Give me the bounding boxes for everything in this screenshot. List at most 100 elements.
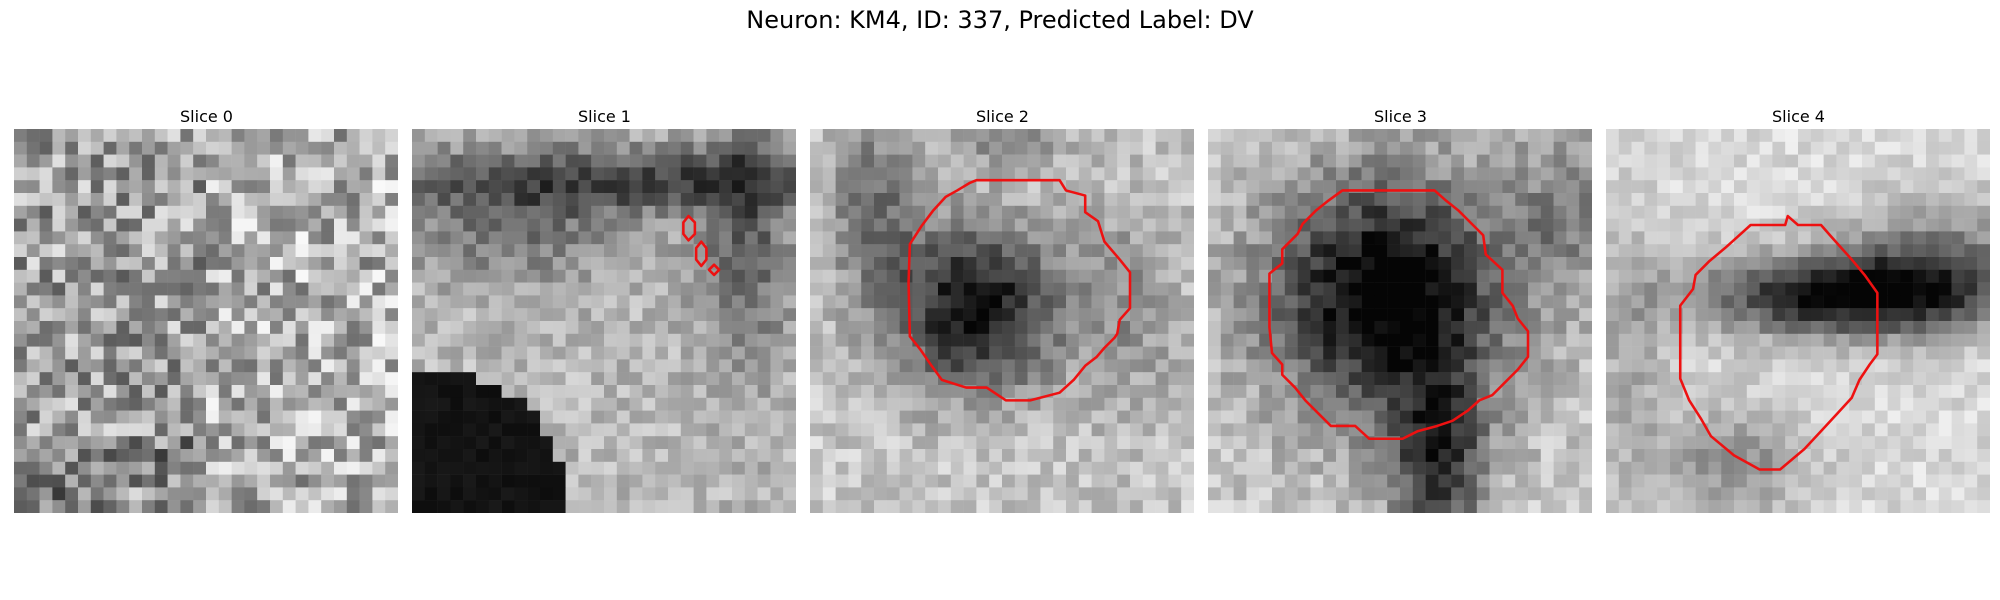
image-pixel (912, 257, 926, 271)
image-pixel (1438, 295, 1452, 309)
image-pixel (1746, 474, 1760, 488)
image-pixel (1579, 129, 1592, 143)
image-pixel (1502, 423, 1516, 437)
image-pixel (501, 436, 515, 450)
image-pixel (1040, 500, 1054, 513)
image-pixel (925, 154, 939, 168)
image-pixel (476, 167, 490, 181)
image-pixel (1374, 461, 1388, 475)
image-pixel (463, 372, 477, 386)
image-pixel (463, 333, 477, 347)
image-pixel (488, 397, 502, 411)
image-pixel (1142, 244, 1156, 258)
image-pixel (1657, 500, 1671, 513)
image-pixel (1272, 295, 1286, 309)
image-pixel (129, 385, 143, 399)
image-pixel (1657, 218, 1671, 232)
image-pixel (938, 333, 952, 347)
image-pixel (1374, 397, 1388, 411)
image-pixel (989, 231, 1003, 245)
image-pixel (1721, 295, 1735, 309)
image-pixel (424, 397, 438, 411)
image-pixel (744, 461, 758, 475)
image-pixel (52, 487, 66, 501)
image-pixel (822, 449, 836, 463)
image-pixel (1246, 397, 1260, 411)
image-pixel (1014, 154, 1028, 168)
image-pixel (1566, 129, 1580, 143)
image-pixel (899, 193, 913, 207)
image-pixel (874, 423, 888, 437)
image-pixel (1900, 193, 1914, 207)
image-pixel (142, 244, 156, 258)
image-pixel (693, 295, 707, 309)
image-pixel (1926, 461, 1940, 475)
image-pixel (886, 449, 900, 463)
image-pixel (1670, 141, 1684, 155)
image-pixel (1284, 449, 1298, 463)
image-pixel (1027, 333, 1041, 347)
image-pixel (744, 346, 758, 360)
image-pixel (591, 141, 605, 155)
image-pixel (1772, 449, 1786, 463)
image-pixel (1464, 436, 1478, 450)
image-pixel (783, 180, 796, 194)
image-pixel (206, 257, 220, 271)
image-pixel (359, 205, 373, 219)
image-pixel (1002, 231, 1016, 245)
image-pixel (334, 269, 348, 283)
image-pixel (424, 333, 438, 347)
image-pixel (1053, 359, 1067, 373)
image-pixel (1130, 308, 1144, 322)
image-pixel (1644, 257, 1658, 271)
image-pixel (90, 321, 104, 335)
image-pixel (1272, 141, 1286, 155)
image-pixel (963, 487, 977, 501)
image-pixel (1053, 333, 1067, 347)
image-pixel (1926, 397, 1940, 411)
image-pixel (1515, 423, 1529, 437)
image-pixel (1631, 269, 1645, 283)
image-pixel (912, 359, 926, 373)
image-pixel (206, 244, 220, 258)
image-pixel (744, 231, 758, 245)
image-pixel (90, 269, 104, 283)
image-pixel (501, 193, 515, 207)
image-pixel (1181, 410, 1194, 424)
image-pixel (180, 205, 194, 219)
image-pixel (501, 487, 515, 501)
image-pixel (1310, 487, 1324, 501)
image-pixel (1155, 141, 1169, 155)
image-pixel (1682, 231, 1696, 245)
image-pixel (1259, 244, 1273, 258)
image-pixel (488, 436, 502, 450)
image-pixel (848, 385, 862, 399)
image-pixel (1631, 449, 1645, 463)
image-pixel (1208, 218, 1222, 232)
image-pixel (963, 423, 977, 437)
image-pixel (1977, 410, 1990, 424)
image-pixel (1540, 167, 1554, 181)
image-pixel (1361, 359, 1375, 373)
image-pixel (1977, 372, 1990, 386)
image-pixel (1631, 180, 1645, 194)
image-pixel (1181, 500, 1194, 513)
image-pixel (1104, 461, 1118, 475)
image-pixel (231, 500, 245, 513)
image-pixel (1579, 410, 1592, 424)
image-pixel (706, 218, 720, 232)
image-pixel (1708, 205, 1722, 219)
image-pixel (1874, 385, 1888, 399)
image-pixel (65, 129, 79, 143)
image-pixel (1181, 321, 1194, 335)
image-pixel (1862, 295, 1876, 309)
image-pixel (1606, 410, 1620, 424)
image-pixel (874, 410, 888, 424)
image-pixel (1208, 141, 1222, 155)
image-pixel (1977, 385, 1990, 399)
image-pixel (591, 129, 605, 143)
image-pixel (1246, 167, 1260, 181)
image-pixel (899, 461, 913, 475)
image-pixel (950, 410, 964, 424)
image-pixel (706, 231, 720, 245)
